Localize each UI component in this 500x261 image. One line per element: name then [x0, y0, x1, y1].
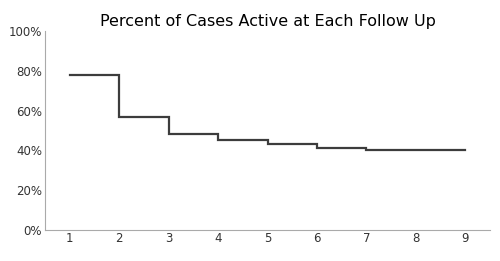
Title: Percent of Cases Active at Each Follow Up: Percent of Cases Active at Each Follow U…: [100, 14, 435, 29]
